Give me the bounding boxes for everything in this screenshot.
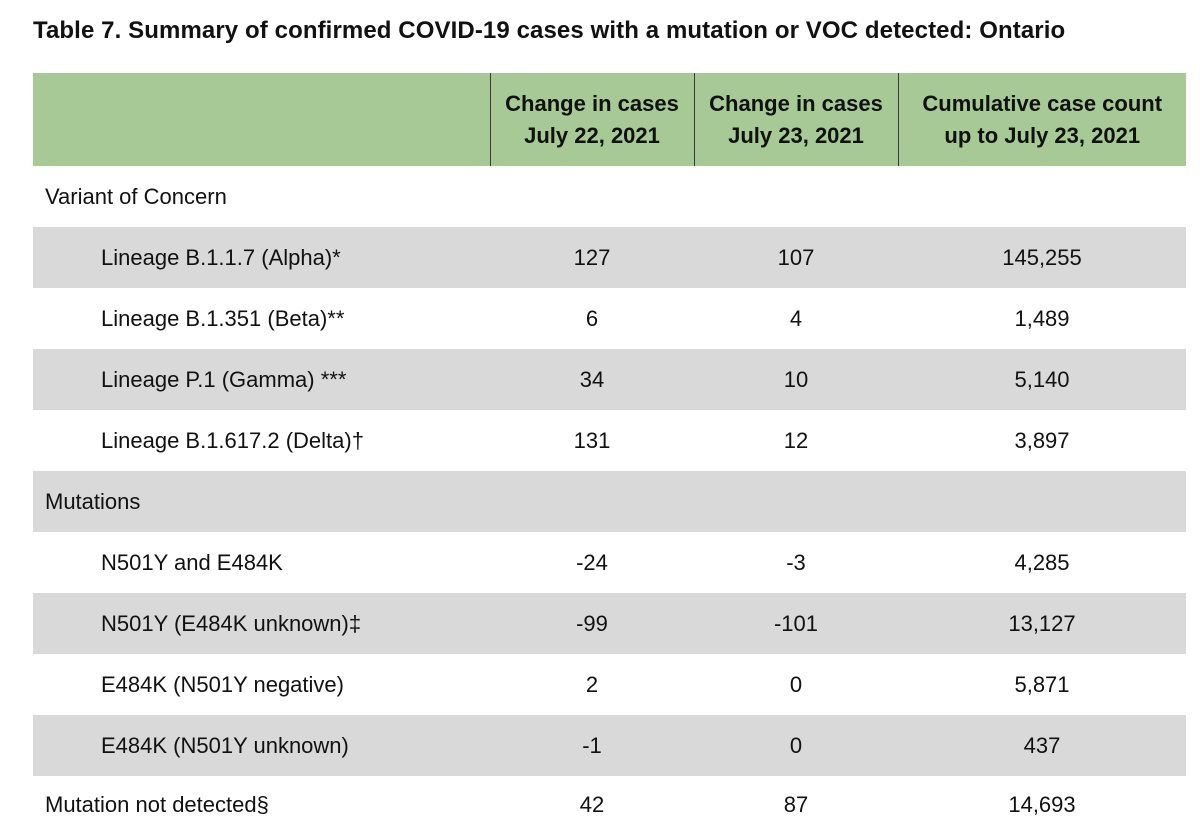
cell-cumulative: 3,897 [1014, 427, 1070, 453]
cell-cumulative [898, 471, 1186, 532]
cell-change-july-23: 0 [694, 715, 898, 776]
cell-change-july-22: 6 [585, 305, 599, 331]
cell-change-july-23: -3 [786, 549, 806, 575]
cell-cumulative: 13,127 [898, 593, 1186, 654]
header-change-july-22-line2: July 22, 2021 [524, 122, 660, 148]
cell-change-july-22: -24 [576, 549, 608, 575]
cell-cumulative: 5,140 [898, 349, 1186, 410]
header-label-column [33, 73, 490, 166]
cell-cumulative: 1,489 [1014, 305, 1070, 331]
row-label: E484K (N501Y negative) [101, 671, 344, 697]
row-label: Lineage B.1.1.7 (Alpha)* [33, 227, 490, 288]
cell-cumulative: 14,693 [1008, 792, 1076, 817]
cell-cumulative: 145,255 [898, 227, 1186, 288]
header-cumulative-count-line2: up to July 23, 2021 [944, 122, 1141, 148]
cell-change-july-22: -99 [490, 593, 694, 654]
cell-change-july-23 [694, 471, 898, 532]
header-cumulative-count-line1: Cumulative case count [922, 90, 1163, 116]
cell-change-july-22 [490, 471, 694, 532]
section-row-variant-of-concern: Variant of Concern [33, 166, 1186, 227]
table-header-row: Change in cases July 22, 2021 Change in … [33, 73, 1186, 166]
cell-cumulative: 5,871 [1014, 671, 1070, 697]
cell-change-july-23: -101 [694, 593, 898, 654]
header-change-july-23-line1: Change in cases [709, 90, 883, 116]
section-label: Variant of Concern [45, 183, 227, 209]
table-row: E484K (N501Y negative) 2 0 5,871 [33, 654, 1186, 715]
row-label: Lineage P.1 (Gamma) *** [33, 349, 490, 410]
header-change-july-23: Change in cases July 23, 2021 [693, 73, 898, 166]
table-title: Table 7. Summary of confirmed COVID-19 c… [33, 17, 1066, 44]
section-label: Mutations [33, 471, 490, 532]
cell-change-july-22: 42 [579, 792, 605, 817]
header-change-july-22: Change in cases July 22, 2021 [489, 73, 694, 166]
table-row: Lineage B.1.351 (Beta)** 6 4 1,489 [33, 288, 1186, 349]
cell-change-july-23 [694, 166, 898, 227]
table-row: N501Y and E484K -24 -3 4,285 [33, 532, 1186, 593]
section-label: Mutation not detected§ [45, 792, 269, 817]
cell-cumulative: 4,285 [1014, 549, 1070, 575]
row-label: Lineage B.1.351 (Beta)** [101, 305, 345, 331]
cell-change-july-22: -1 [490, 715, 694, 776]
cell-change-july-23: 0 [789, 671, 803, 697]
covid-mutation-summary-table: Change in cases July 22, 2021 Change in … [33, 73, 1186, 834]
header-change-july-22-line1: Change in cases [505, 90, 679, 116]
table-row: Lineage B.1.617.2 (Delta)† 131 12 3,897 [33, 410, 1186, 471]
row-label: N501Y and E484K [101, 549, 283, 575]
cell-change-july-23: 12 [783, 427, 809, 453]
cell-cumulative: 437 [898, 715, 1186, 776]
row-label: E484K (N501Y unknown) [33, 715, 490, 776]
cell-change-july-23: 10 [694, 349, 898, 410]
cell-change-july-23: 4 [789, 305, 803, 331]
section-row-mutation-not-detected: Mutation not detected§ 42 87 14,693 [33, 776, 1186, 834]
cell-change-july-22: 127 [490, 227, 694, 288]
cell-change-july-22: 2 [585, 671, 599, 697]
row-label: N501Y (E484K unknown)‡ [33, 593, 490, 654]
cell-change-july-22: 131 [573, 427, 611, 453]
cell-change-july-22: 34 [490, 349, 694, 410]
section-row-mutations: Mutations [33, 471, 1186, 532]
table-row: E484K (N501Y unknown) -1 0 437 [33, 715, 1186, 776]
cell-change-july-23: 87 [783, 792, 809, 817]
header-change-july-23-line2: July 23, 2021 [728, 122, 864, 148]
row-label: Lineage B.1.617.2 (Delta)† [101, 427, 364, 453]
header-cumulative-count: Cumulative case count up to July 23, 202… [897, 73, 1186, 166]
cell-cumulative [898, 166, 1186, 227]
table-row: Lineage P.1 (Gamma) *** 34 10 5,140 [33, 349, 1186, 410]
cell-change-july-23: 107 [694, 227, 898, 288]
table-row: N501Y (E484K unknown)‡ -99 -101 13,127 [33, 593, 1186, 654]
cell-change-july-22 [490, 166, 694, 227]
table-row: Lineage B.1.1.7 (Alpha)* 127 107 145,255 [33, 227, 1186, 288]
